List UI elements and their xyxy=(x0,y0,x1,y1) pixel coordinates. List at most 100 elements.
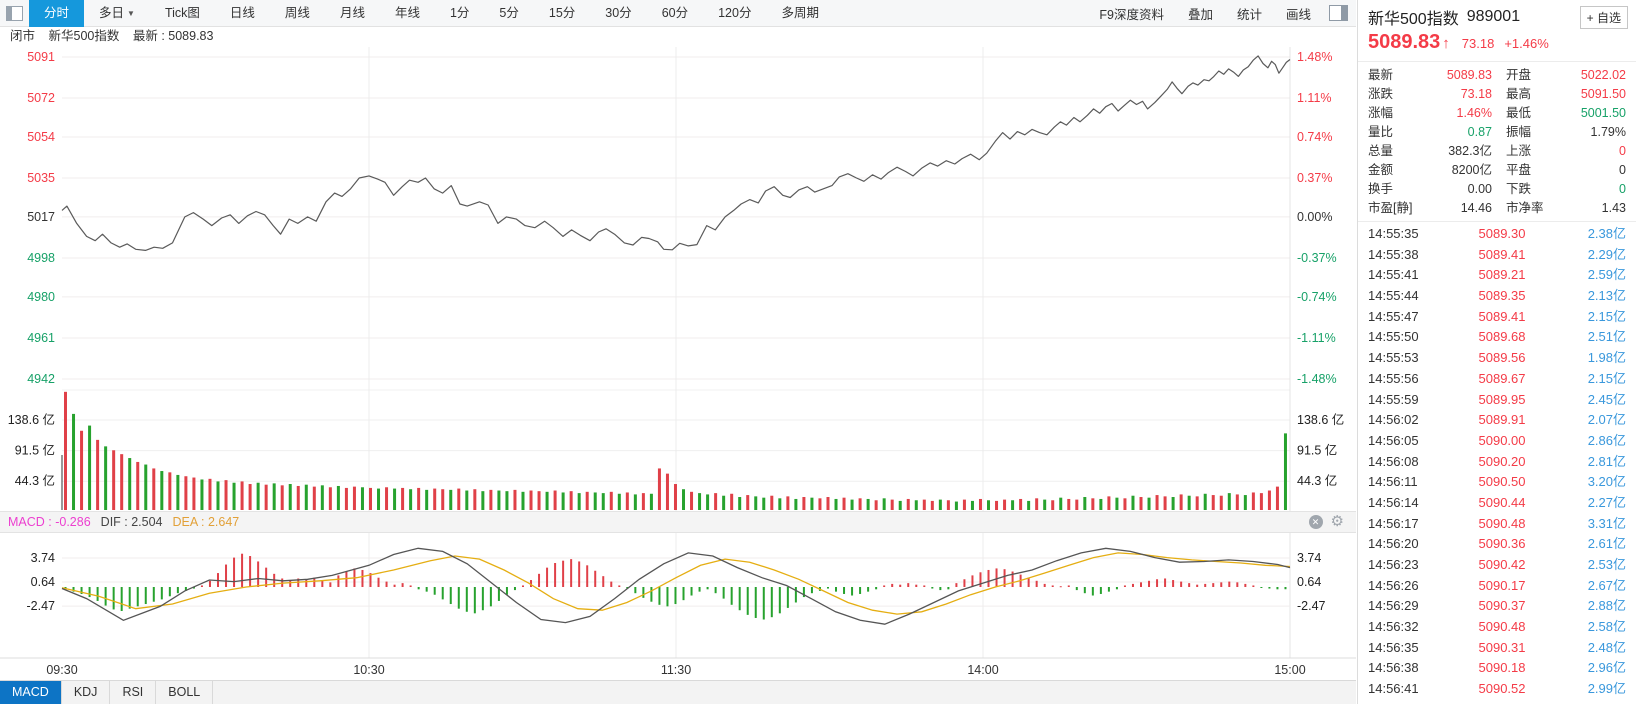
macd-histogram-bar xyxy=(1107,587,1110,592)
volume-bar xyxy=(561,492,565,510)
macd-histogram-bar xyxy=(634,587,637,594)
period-tab-月线[interactable]: 月线 xyxy=(339,5,365,20)
panel-toggle-left-icon[interactable] xyxy=(6,5,23,21)
period-tab-60分[interactable]: 60分 xyxy=(661,5,689,20)
time-axis-label: 15:00 xyxy=(1274,663,1305,677)
volume-bar xyxy=(409,489,413,510)
stat-label: 上涨 xyxy=(1506,144,1532,158)
indicator-settings-gear-icon[interactable]: ⚙ xyxy=(1330,513,1344,530)
volume-bar xyxy=(128,458,132,510)
tick-row: 14:56:32 5090.48 2.58亿 xyxy=(1368,617,1626,638)
stat-row: 最新 5089.83 开盘 5022.02 xyxy=(1368,66,1626,85)
macd-histogram-bar xyxy=(923,585,926,587)
volume-bar xyxy=(1163,496,1167,510)
period-tab-分时[interactable]: 分时 xyxy=(29,0,85,27)
panel-toggle-right-icon[interactable] xyxy=(1329,5,1348,21)
percent-axis-label: 0.37% xyxy=(1297,171,1332,185)
close-indicator-icon[interactable]: ✕ xyxy=(1308,515,1323,529)
macd-histogram-bar xyxy=(184,587,187,591)
volume-bar xyxy=(457,488,461,510)
timeshare-chart[interactable]: 5091 1.48% 5072 1.11% 5054 0.74% 5035 0.37% 5017… xyxy=(0,27,1356,680)
stat-label: 市净率 xyxy=(1506,201,1544,215)
toolbar-action-F9深度资料[interactable]: F9深度资料 xyxy=(1099,7,1164,22)
macd-histogram-bar xyxy=(538,573,541,587)
volume-bar xyxy=(1083,497,1087,510)
tick-time: 14:56:08 xyxy=(1368,453,1419,469)
volume-bar xyxy=(802,497,806,510)
volume-bar xyxy=(1115,497,1119,510)
macd-histogram-bar xyxy=(963,579,966,587)
period-tab-5分[interactable]: 5分 xyxy=(499,5,519,20)
volume-bar xyxy=(1027,500,1031,510)
macd-histogram-bar xyxy=(738,587,741,611)
indicator-tab-MACD[interactable]: MACD xyxy=(0,681,62,704)
toolbar-action-画线[interactable]: 画线 xyxy=(1285,7,1311,22)
period-tab-30分[interactable]: 30分 xyxy=(605,5,632,20)
period-tab-年线[interactable]: 年线 xyxy=(394,5,420,20)
tick-row: 14:56:26 5090.17 2.67亿 xyxy=(1368,576,1626,597)
stat-value: 8200亿 xyxy=(1451,163,1492,177)
last-price: 5089.83 xyxy=(1368,31,1441,53)
macd-histogram-bar xyxy=(883,585,886,587)
period-tab-120分[interactable]: 120分 xyxy=(718,5,752,20)
volume-bar xyxy=(176,474,180,510)
tick-time: 14:55:41 xyxy=(1368,267,1419,283)
macd-histogram-bar xyxy=(345,571,348,587)
macd-histogram-bar xyxy=(666,587,669,607)
volume-bar xyxy=(64,391,67,510)
macd-histogram-bar xyxy=(674,587,677,605)
macd-histogram-bar xyxy=(505,587,508,595)
period-tab-多日[interactable]: 多日 ▼ xyxy=(99,5,135,20)
macd-histogram-bar xyxy=(802,587,805,598)
volume-bar xyxy=(1211,495,1215,510)
tick-volume: 2.29亿 xyxy=(1587,246,1626,262)
toolbar-action-叠加[interactable]: 叠加 xyxy=(1187,7,1213,22)
macd-histogram-bar xyxy=(385,581,388,587)
volume-bar xyxy=(794,498,798,510)
volume-bar xyxy=(521,491,525,510)
stat-value: 5091.50 xyxy=(1580,87,1626,101)
tick-time: 14:56:14 xyxy=(1368,494,1419,510)
period-tab-日线[interactable]: 日线 xyxy=(229,5,255,20)
volume-bar xyxy=(714,493,718,510)
add-watchlist-button[interactable]: + 自选 xyxy=(1579,5,1628,29)
volume-bar xyxy=(657,468,661,510)
toolbar-action-统计[interactable]: 统计 xyxy=(1236,7,1262,22)
period-tab-Tick图[interactable]: Tick图 xyxy=(164,5,200,20)
volume-bar xyxy=(698,493,702,510)
macd-value: MACD : -0.286 xyxy=(8,515,91,529)
tick-price: 5090.42 xyxy=(1478,557,1526,572)
volume-bar xyxy=(946,500,950,510)
indicator-tab-KDJ[interactable]: KDJ xyxy=(62,681,111,704)
macd-histogram-bar xyxy=(618,585,621,587)
volume-bar xyxy=(738,497,742,510)
macd-histogram-bar xyxy=(826,587,829,589)
period-tab-周线[interactable]: 周线 xyxy=(284,5,310,20)
tick-volume: 2.13亿 xyxy=(1587,288,1626,304)
tick-list[interactable]: 14:55:35 5089.30 2.38亿 14:55:38 5089.41 2.29亿… xyxy=(1358,221,1636,702)
price-axis-label: 5054 xyxy=(27,130,55,144)
volume-bar xyxy=(425,489,429,510)
volume-bar xyxy=(441,489,445,510)
period-tab-15分[interactable]: 15分 xyxy=(548,5,576,20)
volume-axis-label-right: 91.5 亿 xyxy=(1297,443,1337,458)
macd-histogram-bar xyxy=(1244,583,1247,587)
stat-value: 382.3亿 xyxy=(1448,144,1492,158)
tick-volume: 1.98亿 xyxy=(1587,350,1626,366)
tick-price: 5089.56 xyxy=(1478,350,1526,366)
macd-histogram-bar xyxy=(794,587,797,603)
period-tab-1分[interactable]: 1分 xyxy=(449,5,470,20)
indicator-tab-BOLL[interactable]: BOLL xyxy=(156,681,214,704)
volume-bar xyxy=(810,497,814,510)
tick-row: 14:55:47 5089.41 2.15亿 xyxy=(1368,307,1626,328)
tick-volume: 2.27亿 xyxy=(1587,494,1626,510)
tick-price: 5090.17 xyxy=(1478,577,1526,593)
macd-histogram-bar xyxy=(714,587,717,594)
stat-row: 金额 8200亿 平盘 0 xyxy=(1368,161,1626,180)
tick-time: 14:56:26 xyxy=(1368,577,1419,593)
indicator-tab-RSI[interactable]: RSI xyxy=(110,681,157,704)
volume-axis-label-right: 44.3 亿 xyxy=(1297,473,1337,488)
macd-histogram-bar xyxy=(321,580,324,587)
period-tab-多周期[interactable]: 多周期 xyxy=(781,5,819,20)
tick-volume: 2.81亿 xyxy=(1587,453,1626,469)
